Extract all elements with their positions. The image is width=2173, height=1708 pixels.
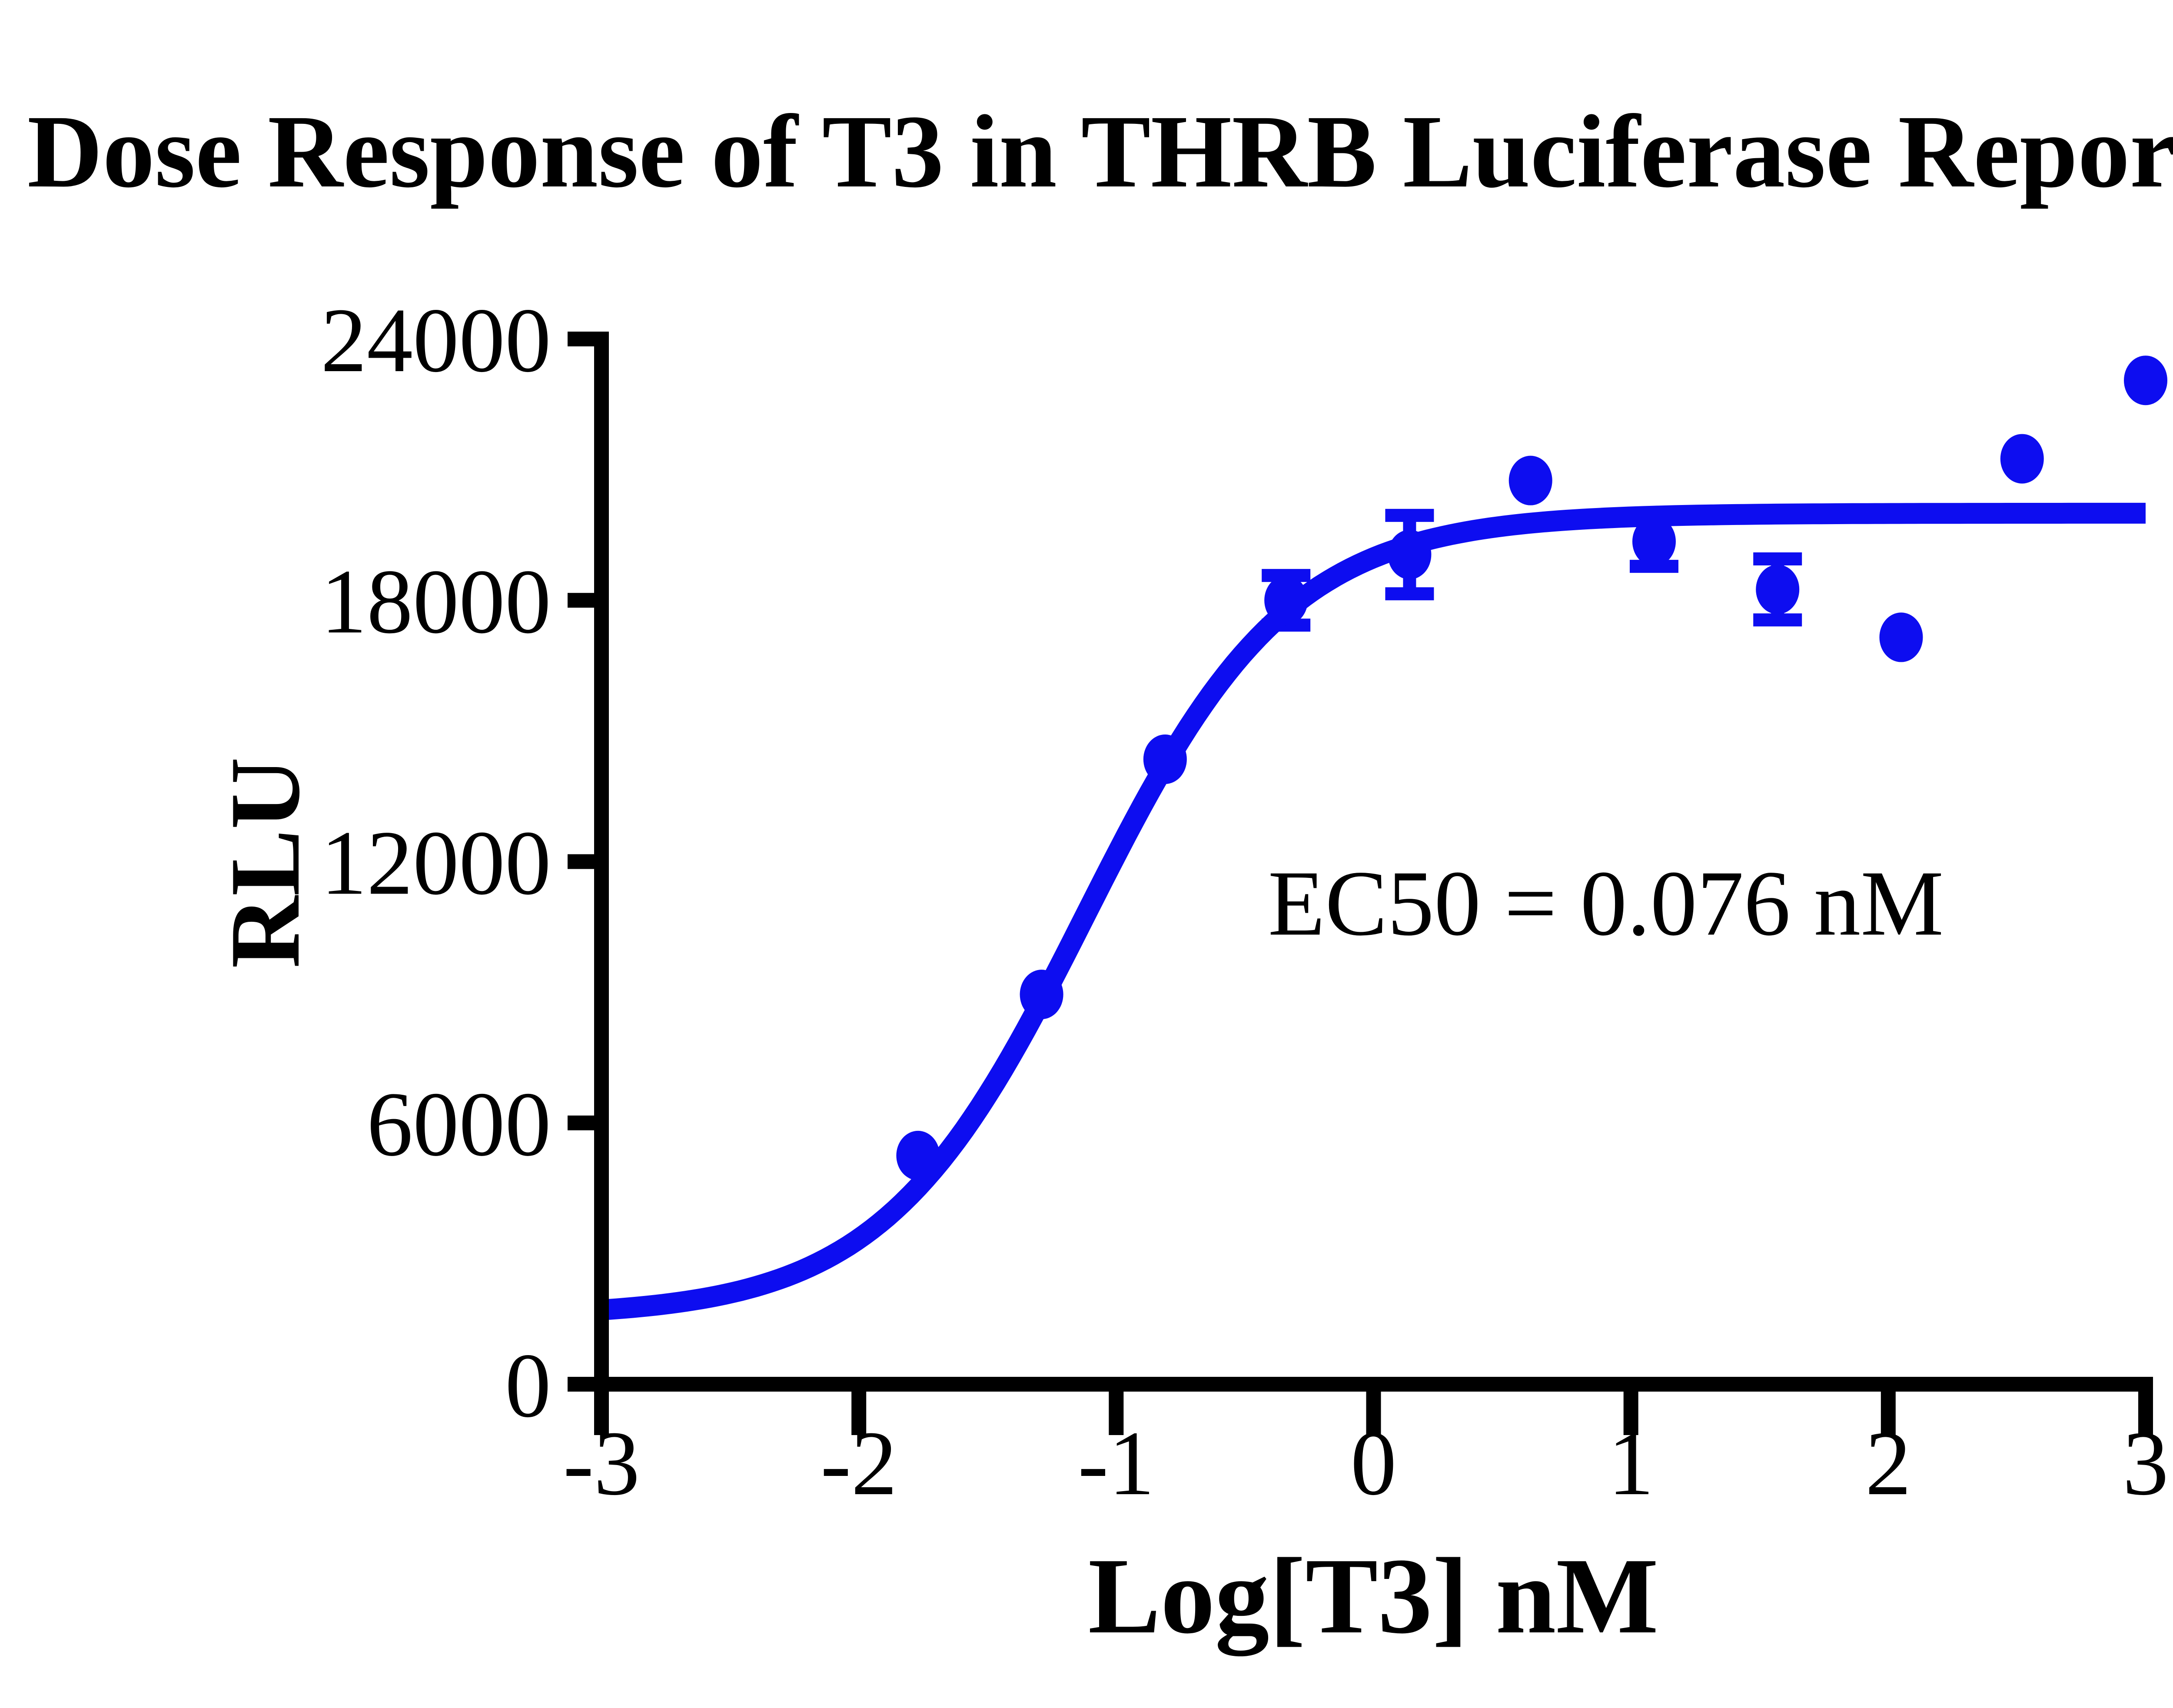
y-tick-label: 18000 [321, 550, 551, 652]
data-points-group [896, 356, 2167, 1180]
data-point [1508, 455, 1552, 505]
data-point [1879, 612, 1923, 662]
x-tick-label: 3 [2123, 1412, 2169, 1514]
x-tick-label: -2 [821, 1412, 897, 1514]
y-tick-label: 24000 [321, 289, 551, 391]
data-point [2000, 434, 2044, 484]
data-point [1020, 970, 1063, 1020]
axes-group [568, 332, 2153, 1435]
ec50-annotation: EC50 = 0.076 nM [1268, 851, 1944, 955]
fit-curve-group [601, 502, 2146, 1320]
x-tick-label: 1 [1608, 1412, 1654, 1514]
x-axis-title: Log[T3] nM [1088, 1536, 1659, 1656]
x-tick-label: 2 [1865, 1412, 1911, 1514]
data-point [2124, 356, 2167, 405]
tick-labels-group: 0 6000 12000 18000 24000 -3 -2 -1 0 1 2 3 [321, 289, 2169, 1514]
y-tick-label: 12000 [321, 812, 551, 914]
chart-title: Dose Response of T3 in THRB Luciferase R… [27, 93, 2173, 209]
x-tick-label: 0 [1351, 1412, 1397, 1514]
data-point [1632, 516, 1676, 566]
data-point [1756, 565, 1800, 615]
x-tick-label: -1 [1078, 1412, 1155, 1514]
y-tick-label: 0 [505, 1334, 551, 1436]
fit-curve [601, 502, 2146, 1320]
data-point [1264, 575, 1308, 625]
data-point [1388, 530, 1432, 580]
y-tick-label: 6000 [367, 1073, 551, 1175]
data-point [1143, 734, 1187, 784]
x-tick-label: -3 [563, 1412, 640, 1514]
data-point [896, 1130, 940, 1180]
